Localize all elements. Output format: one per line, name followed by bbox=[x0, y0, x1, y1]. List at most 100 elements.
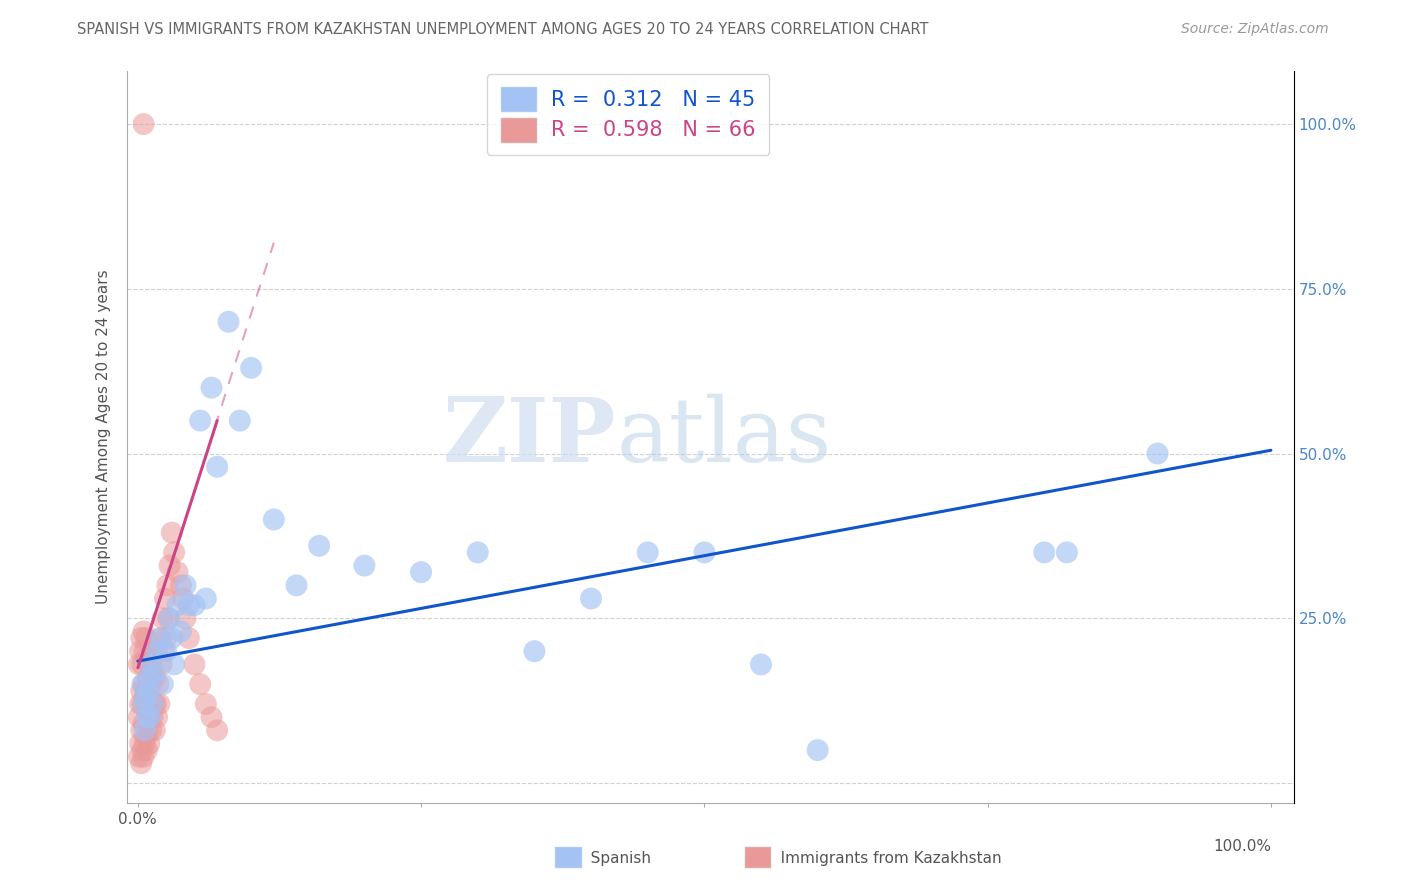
Point bbox=[353, 558, 375, 573]
Point bbox=[134, 737, 156, 751]
Point bbox=[157, 611, 180, 625]
Text: SPANISH VS IMMIGRANTS FROM KAZAKHSTAN UNEMPLOYMENT AMONG AGES 20 TO 24 YEARS COR: SPANISH VS IMMIGRANTS FROM KAZAKHSTAN UN… bbox=[77, 22, 929, 37]
Point bbox=[149, 631, 172, 645]
Y-axis label: Unemployment Among Ages 20 to 24 years: Unemployment Among Ages 20 to 24 years bbox=[96, 269, 111, 605]
Point bbox=[170, 624, 193, 639]
Point bbox=[135, 683, 157, 698]
Point bbox=[174, 578, 197, 592]
Point bbox=[138, 671, 160, 685]
Point bbox=[138, 737, 160, 751]
Point bbox=[1033, 545, 1056, 559]
Point bbox=[183, 598, 205, 612]
Point bbox=[136, 683, 159, 698]
Point bbox=[749, 657, 772, 672]
Point bbox=[142, 644, 165, 658]
Point bbox=[152, 677, 174, 691]
Point bbox=[188, 677, 211, 691]
Point bbox=[148, 697, 170, 711]
Point bbox=[143, 671, 166, 685]
Point bbox=[263, 512, 285, 526]
Point bbox=[155, 631, 177, 645]
Point bbox=[132, 697, 155, 711]
Point bbox=[183, 657, 205, 672]
Point bbox=[194, 591, 217, 606]
Point bbox=[139, 710, 162, 724]
Point bbox=[129, 723, 152, 738]
Point bbox=[218, 315, 240, 329]
Point bbox=[200, 710, 222, 724]
Point bbox=[155, 644, 177, 658]
Text: 100.0%: 100.0% bbox=[1213, 839, 1271, 854]
Point bbox=[134, 723, 156, 738]
Point bbox=[156, 578, 179, 592]
Point bbox=[143, 664, 166, 678]
Point bbox=[159, 558, 181, 573]
Legend: R =  0.312   N = 45, R =  0.598   N = 66: R = 0.312 N = 45, R = 0.598 N = 66 bbox=[488, 74, 769, 155]
Point bbox=[139, 710, 162, 724]
Point bbox=[152, 611, 174, 625]
Point bbox=[129, 697, 152, 711]
Point bbox=[145, 697, 167, 711]
Point bbox=[579, 591, 602, 606]
Point bbox=[163, 657, 186, 672]
Point bbox=[1056, 545, 1078, 559]
Point bbox=[136, 710, 159, 724]
Point bbox=[188, 414, 211, 428]
Point bbox=[129, 644, 152, 658]
Point bbox=[142, 710, 165, 724]
Point bbox=[150, 657, 173, 672]
Point bbox=[807, 743, 830, 757]
Point bbox=[139, 657, 162, 672]
Point bbox=[141, 723, 163, 738]
Text: Spanish: Spanish bbox=[576, 851, 651, 865]
Point bbox=[166, 598, 188, 612]
Point bbox=[136, 723, 159, 738]
Point bbox=[693, 545, 716, 559]
Point bbox=[129, 737, 152, 751]
Point bbox=[148, 677, 170, 691]
Point bbox=[163, 545, 186, 559]
Point bbox=[285, 578, 308, 592]
Point bbox=[142, 697, 165, 711]
Point bbox=[467, 545, 489, 559]
Point bbox=[146, 710, 169, 724]
Point bbox=[136, 671, 159, 685]
Point bbox=[129, 683, 152, 698]
Point bbox=[1146, 446, 1168, 460]
Point bbox=[200, 381, 222, 395]
Point bbox=[141, 657, 163, 672]
Point bbox=[177, 631, 200, 645]
Point bbox=[135, 730, 157, 744]
Point bbox=[136, 704, 159, 718]
Point bbox=[159, 611, 181, 625]
Point bbox=[174, 611, 197, 625]
Point bbox=[135, 631, 157, 645]
Point bbox=[132, 716, 155, 731]
Point bbox=[205, 459, 228, 474]
Point bbox=[132, 117, 155, 131]
Text: Source: ZipAtlas.com: Source: ZipAtlas.com bbox=[1181, 22, 1329, 37]
Point bbox=[194, 697, 217, 711]
Point bbox=[131, 677, 153, 691]
Point bbox=[128, 710, 150, 724]
Point bbox=[149, 631, 172, 645]
Point bbox=[132, 749, 155, 764]
Point bbox=[131, 697, 153, 711]
Point bbox=[135, 690, 157, 705]
Point bbox=[136, 650, 159, 665]
Point bbox=[134, 644, 156, 658]
Point bbox=[142, 664, 165, 678]
Point bbox=[172, 591, 194, 606]
FancyBboxPatch shape bbox=[555, 847, 581, 867]
Point bbox=[153, 591, 176, 606]
Point bbox=[129, 756, 152, 771]
Text: atlas: atlas bbox=[617, 393, 832, 481]
Text: ZIP: ZIP bbox=[443, 393, 617, 481]
Point bbox=[160, 631, 183, 645]
Point bbox=[177, 598, 200, 612]
Point bbox=[170, 578, 193, 592]
Point bbox=[128, 749, 150, 764]
Point bbox=[160, 525, 183, 540]
Point bbox=[411, 565, 433, 579]
Point bbox=[146, 644, 169, 658]
